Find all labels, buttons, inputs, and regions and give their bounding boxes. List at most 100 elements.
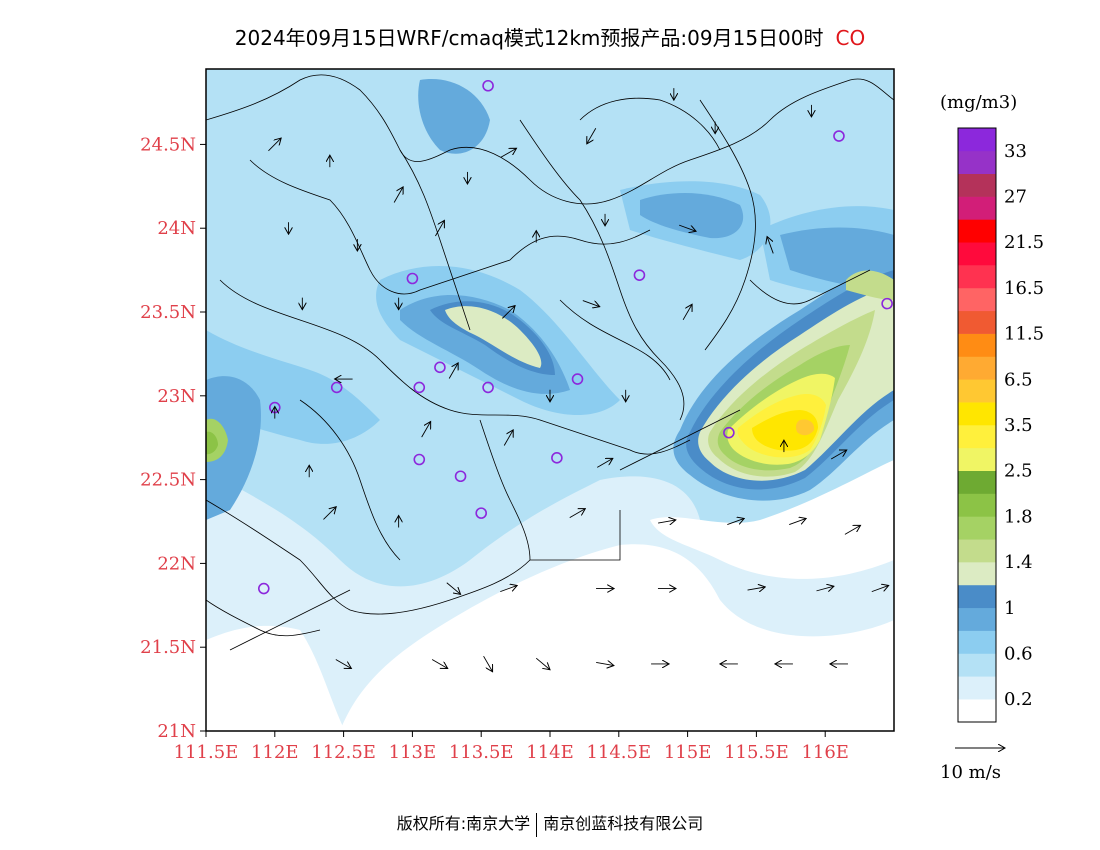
- colorbar-swatch: [958, 287, 996, 312]
- lon-tick-label: 113.5E: [449, 742, 514, 763]
- lon-tick-label: 112E: [251, 742, 299, 763]
- colorbar-label: 1.4: [1004, 552, 1033, 573]
- colorbar-swatch: [958, 630, 996, 654]
- wind-arrow: [596, 662, 614, 665]
- wind-arrow: [448, 363, 458, 379]
- colorbar-label: 0.6: [1004, 643, 1033, 664]
- footer: 版权所有:南京大学 南京创蓝科技有限公司: [0, 810, 1100, 837]
- station-marker: [434, 361, 446, 374]
- station-marker: [482, 79, 494, 92]
- footer-right: 南京创蓝科技有限公司: [543, 814, 704, 833]
- wind-arrow: [678, 224, 696, 231]
- colorbar: [957, 127, 997, 723]
- colorbar-swatch: [958, 310, 996, 334]
- station-marker: [406, 272, 419, 285]
- station-marker: [551, 452, 563, 464]
- colorbar-swatch: [958, 447, 996, 471]
- lon-tick-label: 116E: [801, 742, 849, 763]
- colorbar-swatch: [958, 676, 996, 700]
- longitude-axis: 111.5E 112E 112.5E 113E 113.5E 114E 114.5E 115E…: [174, 731, 849, 763]
- station-marker: [413, 381, 426, 394]
- colorbar-label: 0.2: [1004, 689, 1033, 710]
- wind-vectors: [268, 88, 888, 672]
- wind-arrow: [500, 148, 517, 158]
- station-marker: [257, 582, 270, 595]
- wind-arrow: [503, 430, 513, 446]
- wind-arrow: [323, 507, 336, 520]
- colorbar-swatch: [958, 402, 996, 426]
- wind-arrow: [500, 585, 517, 593]
- colorbar-swatch: [958, 173, 996, 197]
- wind-arrow: [767, 237, 774, 254]
- lon-tick-label: 114.5E: [586, 742, 651, 763]
- wind-arrow: [582, 300, 600, 307]
- colorbar-swatch: [958, 562, 996, 586]
- colorbar-swatch: [958, 539, 996, 563]
- wind-arrow: [431, 659, 448, 668]
- colorbar-swatch: [958, 425, 996, 449]
- colorbar-swatch: [958, 470, 996, 494]
- station-marker: [723, 426, 735, 439]
- lon-tick-label: 113E: [389, 742, 437, 763]
- wind-arrow: [268, 138, 281, 152]
- wind-arrow: [816, 586, 834, 591]
- colorbar-swatch: [958, 379, 996, 403]
- latitude-axis: 21N 21.5N 22N 22.5N 23N 23.5N 24N 24.5N: [140, 134, 206, 742]
- colorbar-swatch: [958, 333, 996, 357]
- wind-arrow: [844, 525, 861, 535]
- colorbar-unit: (mg/m3): [940, 92, 1017, 113]
- colorbar-swatch: [958, 516, 996, 540]
- lat-tick-label: 23N: [157, 386, 196, 407]
- colorbar-swatch: [958, 265, 996, 289]
- colorbar-label: 27: [1004, 187, 1027, 208]
- wind-arrow: [597, 458, 613, 468]
- colorbar-label: 1: [1004, 598, 1015, 619]
- colorbar-swatch: [958, 607, 996, 631]
- wind-arrow: [335, 659, 352, 668]
- station-marker: [413, 453, 426, 466]
- colorbar-label: 16.5: [1004, 278, 1044, 299]
- station-marker: [482, 381, 494, 394]
- colorbar-swatch: [958, 128, 996, 152]
- page-title: 2024年09月15日WRF/cmaq模式12km预报产品:09月15日00时 C…: [0, 22, 1100, 51]
- boundary-lines: [206, 74, 894, 651]
- wind-arrow: [421, 422, 431, 438]
- title-main: 2024年09月15日WRF/cmaq模式12km预报产品:09月15日00时: [234, 26, 824, 50]
- colorbar-frame: [957, 127, 997, 723]
- lat-tick-label: 22.5N: [140, 470, 196, 491]
- wind-arrow: [587, 128, 597, 144]
- colorbar-swatch: [958, 493, 996, 517]
- colorbar-swatch: [958, 653, 996, 677]
- wind-arrow: [446, 582, 461, 595]
- colorbar-swatch: [958, 356, 996, 380]
- station-marker: [633, 269, 646, 281]
- wind-legend-label: 10 m/s: [940, 762, 1001, 783]
- colorbar-swatch: [958, 219, 996, 243]
- footer-left: 版权所有:南京大学: [396, 814, 531, 833]
- station-marker: [571, 373, 584, 385]
- colorbar-label: 6.5: [1004, 369, 1033, 390]
- wind-arrow: [435, 220, 444, 237]
- wind-arrow: [789, 518, 806, 526]
- title-species: CO: [835, 26, 866, 50]
- colorbar-swatch: [958, 196, 996, 220]
- station-marker: [833, 130, 845, 142]
- lat-tick-label: 24N: [157, 218, 196, 239]
- colorbar-swatch: [958, 584, 996, 609]
- lat-tick-label: 23.5N: [140, 302, 196, 323]
- station-marker: [881, 297, 893, 310]
- wind-arrow: [483, 655, 493, 672]
- colorbar-label: 33: [1004, 141, 1027, 162]
- colorbar-label: 1.8: [1004, 506, 1033, 527]
- colorbar-label: 21.5: [1004, 232, 1044, 253]
- concentration-field: [206, 69, 894, 731]
- wind-arrow: [727, 518, 744, 526]
- wind-arrow: [871, 585, 889, 593]
- footer-divider: [536, 812, 538, 837]
- wind-arrow: [747, 587, 766, 590]
- lon-tick-label: 114E: [526, 742, 574, 763]
- lat-tick-label: 24.5N: [140, 134, 196, 155]
- station-marker: [454, 470, 467, 483]
- wind-arrow: [830, 450, 847, 460]
